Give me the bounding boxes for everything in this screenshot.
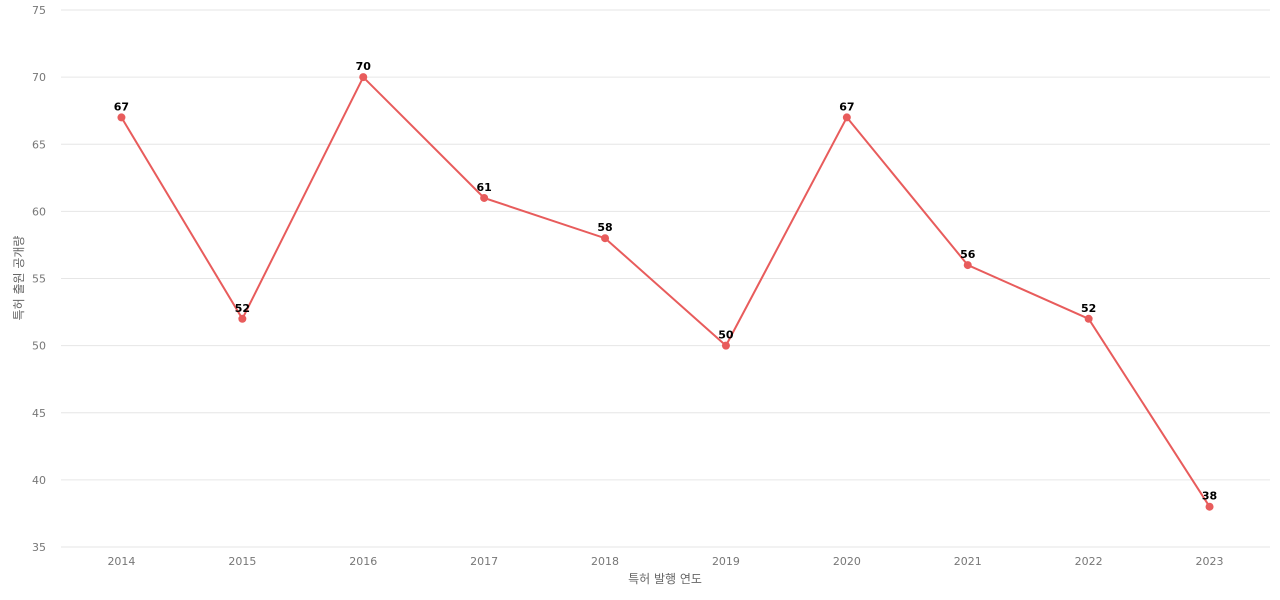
y-tick-label: 70 <box>32 71 46 84</box>
data-point[interactable] <box>117 113 126 122</box>
y-tick-label: 60 <box>32 205 46 218</box>
y-tick-label: 45 <box>32 407 46 420</box>
series-line <box>120 75 1211 508</box>
data-labels: 67 52 70 61 58 50 67 56 52 38 <box>114 60 1217 503</box>
data-label: 52 <box>1081 302 1096 315</box>
data-point[interactable] <box>480 193 489 202</box>
x-axis-title: 특허 발행 연도 <box>628 571 702 586</box>
data-label: 67 <box>114 100 129 113</box>
data-point[interactable] <box>238 314 247 323</box>
data-label: 67 <box>839 100 854 113</box>
y-axis-title: 특허 출원 공개량 <box>12 236 26 321</box>
x-tick-label: 2014 <box>107 555 135 568</box>
data-point[interactable] <box>842 113 851 122</box>
data-point[interactable] <box>1205 502 1214 511</box>
data-label: 52 <box>235 302 250 315</box>
y-tick-label: 50 <box>32 340 46 353</box>
data-point[interactable] <box>963 261 972 270</box>
y-axis-ticks: 35 40 45 50 55 60 65 70 75 <box>32 4 46 554</box>
x-tick-label: 2021 <box>954 555 982 568</box>
data-label: 56 <box>960 248 976 261</box>
x-tick-label: 2017 <box>470 555 498 568</box>
y-tick-label: 75 <box>32 4 46 17</box>
x-tick-label: 2015 <box>228 555 256 568</box>
y-tick-label: 35 <box>32 541 46 554</box>
data-point[interactable] <box>601 234 610 243</box>
x-tick-label: 2023 <box>1196 555 1224 568</box>
x-tick-label: 2016 <box>349 555 377 568</box>
x-tick-label: 2019 <box>712 555 740 568</box>
y-tick-label: 55 <box>32 273 46 286</box>
data-point[interactable] <box>721 341 730 350</box>
data-point[interactable] <box>1084 314 1093 323</box>
x-tick-label: 2018 <box>591 555 619 568</box>
grid-lines <box>61 9 1270 548</box>
x-axis-ticks: 2014 2015 2016 2017 2018 2019 2020 2021 2022 2023 <box>107 555 1223 568</box>
data-label: 50 <box>718 329 734 342</box>
data-label: 61 <box>476 181 491 194</box>
series-group <box>117 73 1214 511</box>
y-tick-label: 40 <box>32 474 46 487</box>
x-tick-label: 2022 <box>1075 555 1103 568</box>
y-tick-label: 65 <box>32 138 46 151</box>
data-label: 58 <box>597 221 612 234</box>
x-tick-label: 2020 <box>833 555 861 568</box>
data-label: 38 <box>1202 490 1217 503</box>
data-point[interactable] <box>359 73 368 82</box>
data-label: 70 <box>356 60 372 73</box>
